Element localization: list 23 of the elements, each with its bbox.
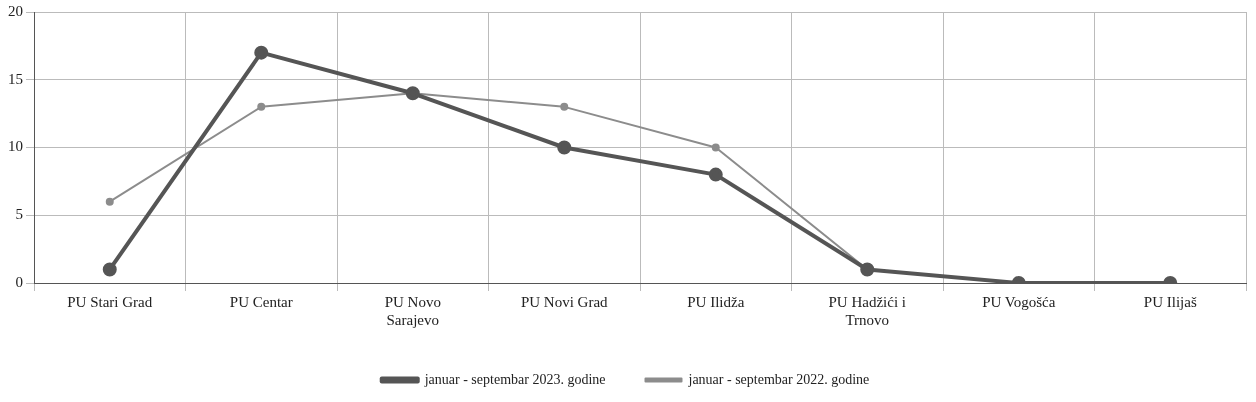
x-tick-label: PU Novi Grad (520, 293, 609, 310)
x-tick-label: PU Ilidža (687, 293, 745, 310)
x-tick-label: PU Vogošća (982, 293, 1056, 310)
x-tick-label: PU Centar (229, 293, 293, 310)
legend-label: januar - septembar 2023. godine (423, 371, 606, 387)
point (254, 45, 269, 60)
point (105, 197, 114, 206)
point (711, 143, 720, 152)
legend-label: januar - septembar 2022. godine (687, 371, 870, 387)
x-tick-label: PU Novo Sarajevo (384, 293, 441, 328)
point (708, 167, 723, 182)
point (557, 140, 572, 155)
point (560, 102, 569, 111)
point (257, 102, 266, 111)
y-tick-label: 15 (8, 70, 23, 87)
y-tick-label: 5 (15, 206, 23, 223)
point (102, 262, 117, 277)
x-tick-label: PU Stari Grad (67, 293, 153, 310)
x-tick-label: PU Hadžići i Trnovo (828, 293, 906, 328)
y-tick-label: 20 (8, 2, 23, 19)
y-tick-label: 10 (8, 138, 23, 155)
y-tick-label: 0 (15, 273, 23, 290)
x-tick-label: PU Ilijaš (1143, 293, 1197, 310)
